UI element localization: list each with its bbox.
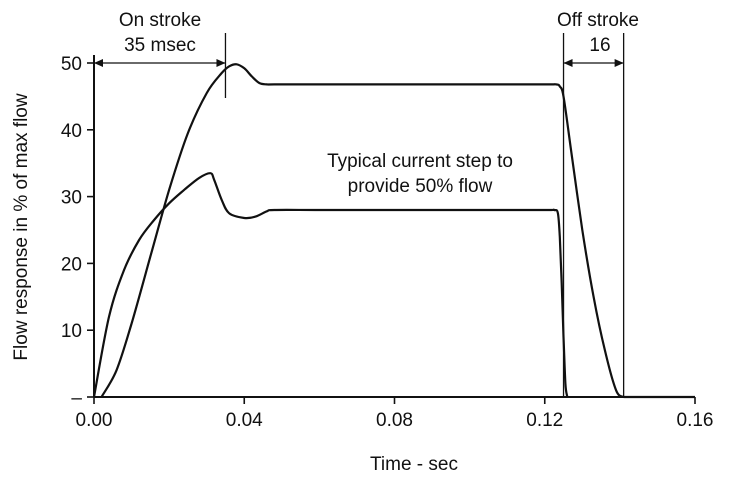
series-line-1	[92, 172, 569, 398]
y-axis-title: Flow response in % of max flow	[11, 93, 32, 360]
off-stroke-label-line2: 16	[589, 35, 610, 56]
x-tick-label: 0.00	[76, 410, 113, 431]
stroke-markers	[94, 33, 625, 397]
annotations: On stroke 35 msec Off stroke 16 Typical …	[119, 10, 639, 197]
y-tick-label: 10	[61, 321, 82, 342]
y-tick-label: –	[71, 388, 82, 409]
y-tick-label: 20	[61, 254, 82, 275]
x-ticks: 0.00 0.04 0.08 0.12 0.16	[76, 397, 714, 431]
on-stroke-label-line1: On stroke	[119, 10, 201, 31]
series-line-2	[100, 63, 625, 398]
y-tick-label: 50	[61, 54, 82, 75]
on-stroke-arrow-arrow-right	[216, 59, 226, 67]
x-tick-label: 0.12	[526, 410, 563, 431]
series-group	[92, 63, 695, 399]
x-tick-label: 0.08	[376, 410, 413, 431]
x-axis-title: Time - sec	[370, 454, 458, 475]
off-stroke-arrow-arrow-left	[563, 59, 573, 67]
current-step-label-line2: provide 50% flow	[348, 176, 493, 197]
x-tick-label: 0.04	[226, 410, 263, 431]
off-stroke-arrow-arrow-right	[614, 59, 624, 67]
y-ticks: – 10 20 30 40 50	[61, 54, 94, 409]
current-step-label-line1: Typical current step to	[327, 151, 513, 172]
y-tick-label: 40	[61, 121, 82, 142]
y-tick-label: 30	[61, 188, 82, 209]
off-stroke-label-line1: Off stroke	[557, 10, 639, 31]
on-stroke-arrow-arrow-left	[94, 59, 103, 67]
on-stroke-label-line2: 35 msec	[124, 35, 196, 56]
x-tick-label: 0.16	[677, 410, 714, 431]
